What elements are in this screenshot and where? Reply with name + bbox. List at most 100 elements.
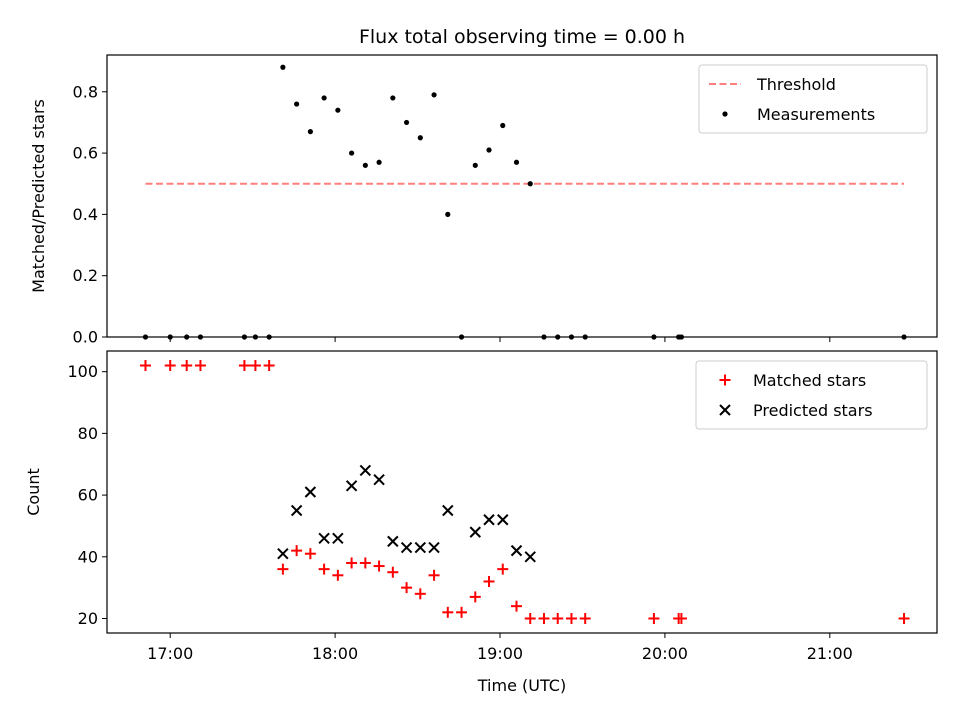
legend-ratio: Threshold Measurements: [698, 64, 928, 134]
predicted-star-point-b: [483, 514, 495, 526]
matched-star-point: [483, 575, 495, 587]
y-count-tick-label: 60: [78, 486, 98, 505]
matched-star-point: [414, 588, 426, 600]
legend-predicted-marker: [719, 404, 731, 416]
measurement-point: [335, 107, 341, 113]
predicted-star-point: [290, 504, 303, 517]
matched-star-point: [511, 600, 523, 612]
measurement-point: [486, 147, 492, 153]
predicted-star-point-b: [373, 473, 385, 486]
predicted-star-point-b: [387, 535, 399, 548]
measurement-point: [349, 150, 355, 156]
predicted-star-point: [387, 535, 399, 548]
legend-matched-marker: [719, 374, 731, 386]
matched-star-point: [238, 360, 250, 372]
chart-title: Flux total observing time = 0.00 h: [359, 26, 685, 48]
matched-star-point: [373, 560, 385, 572]
y-ratio-tick-label: 0.0: [73, 328, 98, 347]
matched-star-point: [139, 360, 151, 372]
measurement-point: [445, 211, 451, 217]
matched-star-point: [164, 360, 176, 372]
predicted-star-point: [277, 547, 289, 560]
x-axis-label: Time (UTC): [477, 676, 566, 695]
legend-matched-swatch: [719, 374, 731, 386]
measurement-point: [403, 119, 410, 126]
legend-predicted-swatch: [719, 404, 731, 416]
matched-star-point: [675, 612, 687, 624]
predicted-star-point-b: [414, 541, 427, 554]
predicted-star-point-b: [345, 480, 358, 492]
predicted-star-point: [304, 486, 317, 498]
matched-star-point: [359, 557, 371, 569]
matched-star-point: [249, 360, 261, 372]
predicted-star-point-b: [442, 504, 454, 517]
matched-star-point: [552, 612, 564, 624]
legend-predicted-label: Predicted stars: [753, 401, 873, 420]
predicted-star-point: [373, 473, 385, 486]
predicted-star-point-b: [359, 464, 372, 477]
measurement-point: [431, 92, 437, 98]
legend-count: Matched stars Predicted stars: [695, 360, 928, 430]
y-axis-label-ratio: Matched/Predicted stars: [29, 99, 48, 293]
x-tick-label: 17:00: [147, 644, 193, 663]
y-axis-label-count: Count: [24, 468, 43, 516]
y-ratio-tick-label: 0.8: [73, 82, 98, 101]
matched-star-point: [318, 563, 330, 575]
measurement-point: [417, 135, 423, 141]
matched-star-point: [181, 360, 193, 372]
matched-star-point: [291, 545, 303, 557]
count-axes-frame: [106, 350, 938, 634]
predicted-star-point-b: [332, 532, 344, 544]
measurement-point: [280, 64, 286, 70]
measurement-point: [500, 122, 506, 129]
predicted-star-point: [442, 504, 454, 517]
predicted-star-point-b: [497, 514, 509, 526]
measurement-point: [390, 95, 396, 101]
matched-star-point: [387, 566, 399, 578]
matched-star-point: [565, 612, 577, 624]
y-count-tick-label: 100: [67, 362, 98, 381]
predicted-star-point: [345, 480, 358, 492]
x-tick-label: 18:00: [312, 644, 358, 663]
predicted-star-point: [483, 514, 495, 526]
y-ratio-tick-label: 0.4: [73, 205, 98, 224]
matched-star-point: [469, 591, 481, 603]
y-ticks-count: 20 40 60 80 100: [67, 362, 107, 628]
matched-star-point: [524, 612, 536, 624]
legend-predicted-marker-b: [719, 404, 731, 416]
matched-star-point: [442, 606, 454, 618]
y-count-tick-label: 40: [78, 547, 98, 566]
count-points: [139, 360, 910, 624]
matched-star-point: [428, 569, 440, 581]
predicted-star-point: [469, 526, 481, 538]
legend-matched-label: Matched stars: [753, 371, 866, 390]
measurement-point: [513, 159, 520, 165]
predicted-star-point-b: [469, 526, 481, 538]
predicted-star-point: [428, 541, 440, 554]
ratio-axes-frame: [106, 54, 938, 338]
measurement-point: [472, 162, 478, 168]
matched-star-point: [304, 548, 316, 560]
measurement-point: [362, 162, 368, 168]
matched-star-point: [263, 360, 275, 372]
y-ratio-tick-label: 0.2: [73, 266, 98, 285]
ratio-panel: Flux total observing time = 0.00 h Match…: [29, 26, 938, 347]
measurement-point: [294, 101, 300, 107]
matched-star-point: [332, 569, 344, 581]
predicted-star-point: [332, 532, 344, 544]
predicted-star-point: [524, 551, 536, 563]
measurement-point: [527, 181, 533, 187]
matched-star-point: [497, 563, 509, 575]
y-ratio-tick-label: 0.6: [73, 144, 98, 163]
matched-star-point: [538, 612, 550, 624]
predicted-star-point-b: [510, 544, 523, 557]
y-count-tick-label: 20: [78, 609, 98, 628]
x-ticks-bottom: 17:00 18:00 19:00 20:00 21:00: [147, 633, 853, 663]
predicted-star-point: [318, 532, 330, 544]
matched-star-point: [579, 612, 591, 624]
predicted-star-point: [510, 544, 523, 557]
predicted-star-point-b: [428, 541, 440, 554]
y-ticks-ratio: 0.0 0.2 0.4 0.6 0.8: [73, 82, 107, 347]
